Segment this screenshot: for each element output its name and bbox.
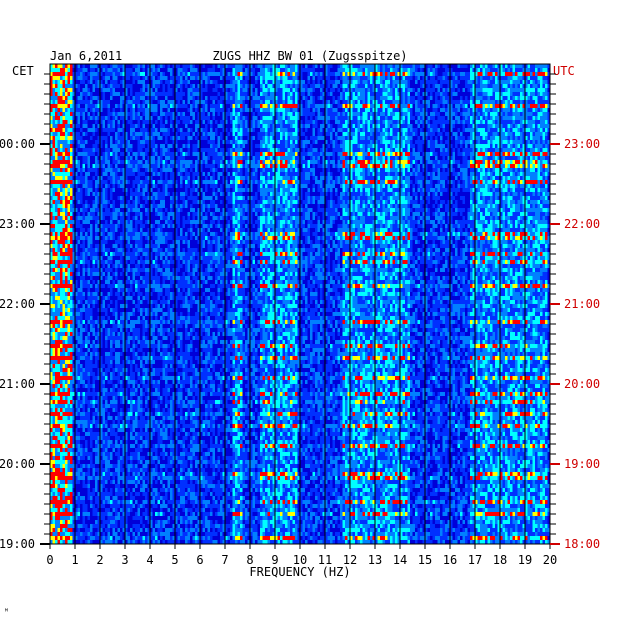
y-tick-label-left: 21:00 <box>0 377 35 391</box>
x-tick-label: 1 <box>71 553 78 567</box>
x-tick-label: 17 <box>468 553 482 567</box>
x-tick-label: 5 <box>171 553 178 567</box>
x-tick-label: 4 <box>146 553 153 567</box>
y-tick-label-right: 23:00 <box>564 137 600 151</box>
x-tick-label: 9 <box>271 553 278 567</box>
chart-date: Jan 6,2011 <box>50 49 122 63</box>
y-tick-label-left: 00:00 <box>0 137 35 151</box>
x-tick-label: 7 <box>221 553 228 567</box>
x-tick-label: 20 <box>543 553 557 567</box>
x-tick-label: 12 <box>343 553 357 567</box>
x-tick-label: 10 <box>293 553 307 567</box>
x-tick-label: 14 <box>393 553 407 567</box>
y-tick-label-left: 23:00 <box>0 217 35 231</box>
x-tick-label: 6 <box>196 553 203 567</box>
x-tick-label: 2 <box>96 553 103 567</box>
x-tick-label: 16 <box>443 553 457 567</box>
x-tick-label: 11 <box>318 553 332 567</box>
x-tick-label: 15 <box>418 553 432 567</box>
x-tick-label: 19 <box>518 553 532 567</box>
y-tick-label-right: 20:00 <box>564 377 600 391</box>
x-tick-label: 8 <box>246 553 253 567</box>
spectrogram-cells <box>50 64 550 544</box>
y-tick-label-left: 20:00 <box>0 457 35 471</box>
x-tick-label: 0 <box>46 553 53 567</box>
x-tick-label: 18 <box>493 553 507 567</box>
y-tick-label-right: 18:00 <box>564 537 600 551</box>
right-axis-label: UTC <box>553 64 575 78</box>
y-tick-label-right: 21:00 <box>564 297 600 311</box>
x-tick-label: 13 <box>368 553 382 567</box>
y-tick-label-right: 22:00 <box>564 217 600 231</box>
left-axis-label: CET <box>12 64 34 78</box>
x-tick-label: 3 <box>121 553 128 567</box>
y-tick-label-right: 19:00 <box>564 457 600 471</box>
chart-title: ZUGS HHZ BW 01 (Zugsspitze) <box>212 49 407 63</box>
y-tick-label-left: 19:00 <box>0 537 35 551</box>
x-axis-label: FREQUENCY (HZ) <box>249 565 350 579</box>
corner-mark: ᴹ <box>4 607 9 616</box>
y-tick-label-left: 22:00 <box>0 297 35 311</box>
spectrogram-plot <box>49 63 551 545</box>
